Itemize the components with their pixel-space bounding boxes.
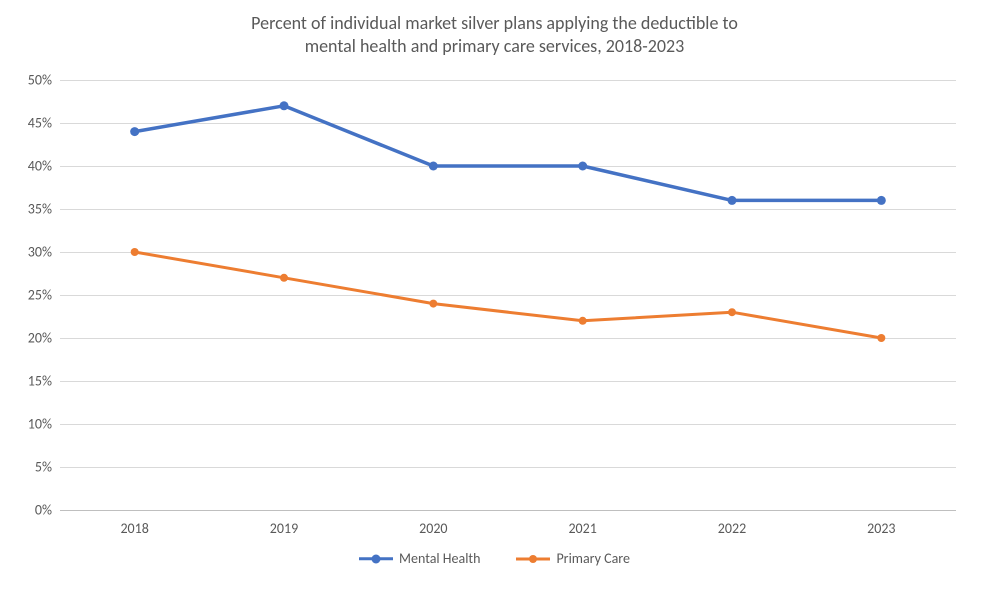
- y-tick-label: 50%: [4, 72, 52, 89]
- x-tick-label: 2022: [718, 520, 746, 537]
- series-marker: [877, 334, 885, 342]
- legend-group: Mental Health Primary Care: [341, 550, 648, 570]
- series-marker: [130, 127, 139, 136]
- legend-item: Mental Health: [359, 550, 480, 567]
- x-tick-label: 2018: [120, 520, 148, 537]
- y-tick-label: 10%: [4, 416, 52, 433]
- x-tick-label: 2020: [419, 520, 447, 537]
- y-tick-label: 40%: [4, 158, 52, 175]
- line-chart: Percent of individual market silver plan…: [0, 0, 989, 590]
- series-marker: [578, 162, 587, 171]
- legend-swatch: [516, 553, 550, 565]
- y-tick-label: 35%: [4, 201, 52, 218]
- chart-title: Percent of individual market silver plan…: [0, 12, 989, 57]
- y-tick-label: 20%: [4, 330, 52, 347]
- series-marker: [280, 101, 289, 110]
- series-line-1: [135, 252, 882, 338]
- series-layer: [60, 80, 956, 510]
- y-tick-label: 45%: [4, 115, 52, 132]
- y-tick-label: 5%: [4, 459, 52, 476]
- gridline: [60, 510, 956, 511]
- series-marker: [429, 162, 438, 171]
- legend-label: Mental Health: [399, 550, 480, 567]
- legend-label: Primary Care: [556, 550, 630, 567]
- x-tick-label: 2019: [270, 520, 298, 537]
- legend-swatch: [359, 553, 393, 565]
- legend-item: Primary Care: [516, 550, 630, 567]
- series-marker: [728, 308, 736, 316]
- y-tick-label: 25%: [4, 287, 52, 304]
- series-marker: [131, 248, 139, 256]
- series-marker: [280, 274, 288, 282]
- x-tick-label: 2021: [568, 520, 596, 537]
- y-tick-label: 15%: [4, 373, 52, 390]
- x-tick-label: 2023: [867, 520, 895, 537]
- plot-area: 0%5%10%15%20%25%30%35%40%45%50%201820192…: [60, 80, 956, 510]
- y-tick-label: 30%: [4, 244, 52, 261]
- series-marker: [877, 196, 886, 205]
- series-line-0: [135, 106, 882, 201]
- legend: Mental Health Primary Care: [0, 550, 989, 570]
- series-marker: [429, 300, 437, 308]
- y-tick-label: 0%: [4, 502, 52, 519]
- series-marker: [728, 196, 737, 205]
- series-marker: [579, 317, 587, 325]
